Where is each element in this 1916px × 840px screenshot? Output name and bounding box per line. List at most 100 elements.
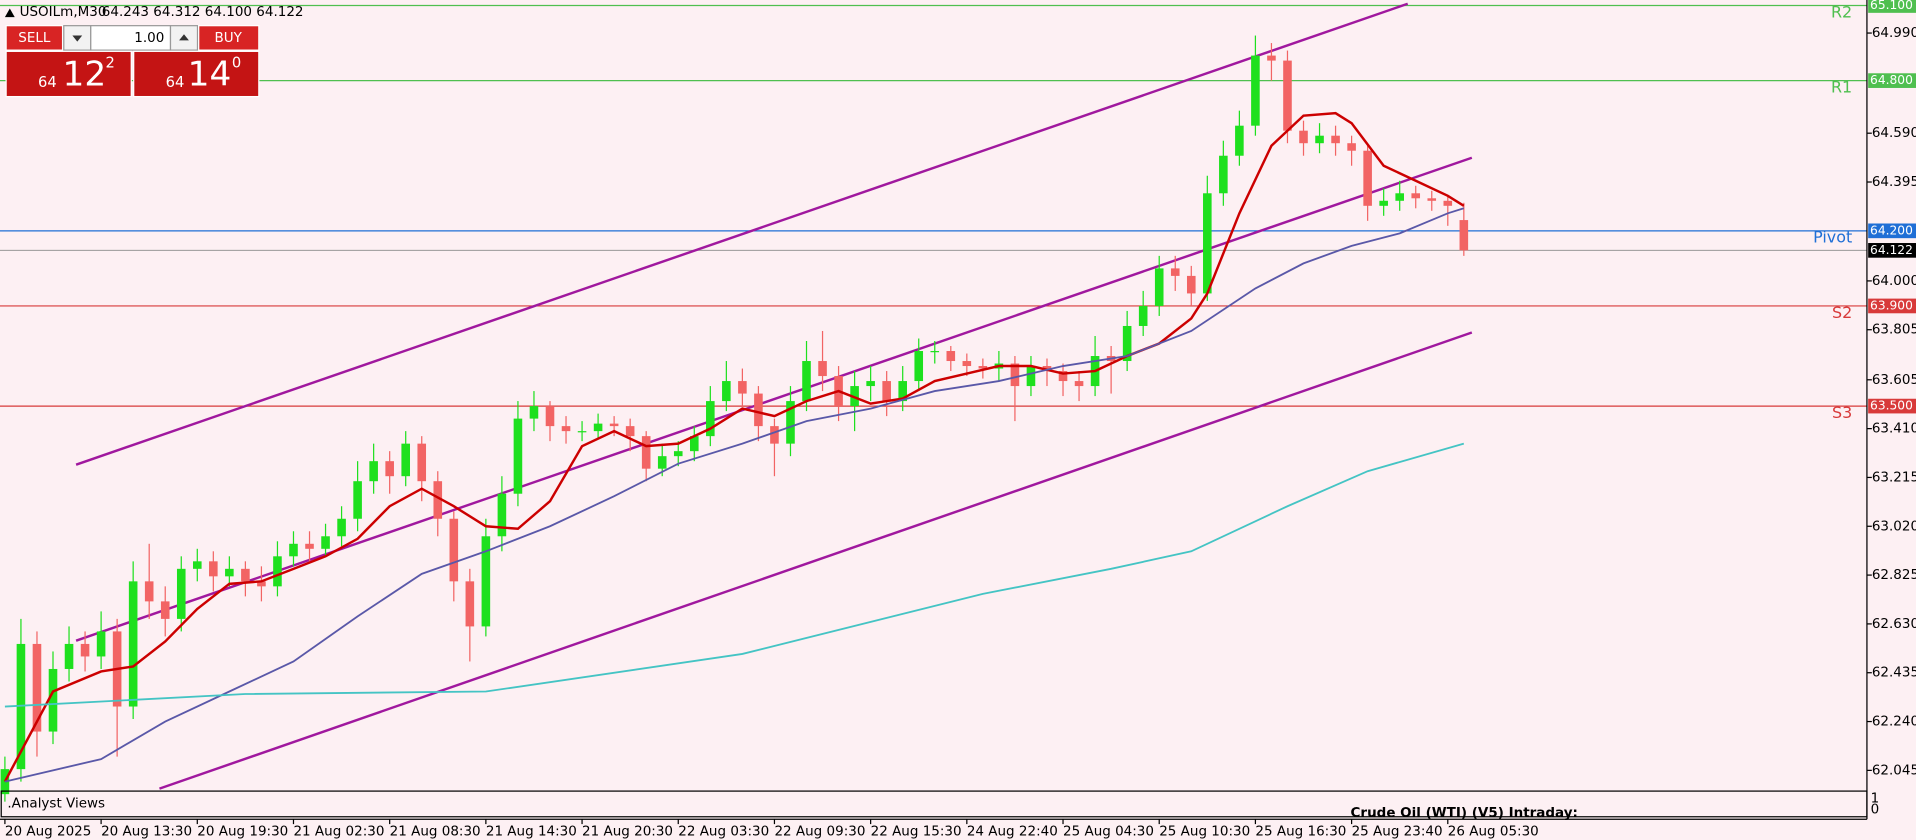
- level-box: [1868, 223, 1916, 239]
- y-tick-label: 62.630: [1872, 616, 1916, 632]
- candle-body: [786, 401, 795, 444]
- candle-body: [978, 366, 988, 369]
- level-name: S3: [1832, 403, 1852, 422]
- candle-body: [225, 568, 234, 577]
- candle-body: [128, 581, 138, 707]
- lot-up[interactable]: [169, 25, 199, 51]
- candle-body: [1267, 55, 1276, 61]
- candle-body: [914, 351, 924, 382]
- candle-body: [722, 381, 731, 402]
- sell-sup: 2: [105, 55, 114, 72]
- candle-body: [144, 581, 154, 602]
- lot-field[interactable]: [90, 25, 172, 51]
- down-arrow: [72, 35, 83, 42]
- level-label: 63.500: [1870, 399, 1913, 413]
- candle-body: [545, 406, 555, 427]
- moving-average: [3, 111, 1465, 783]
- current-price-box: [1868, 243, 1916, 258]
- sell-button[interactable]: [5, 25, 64, 51]
- buy-prefix: 64: [166, 74, 185, 91]
- collapse-icon[interactable]: [4, 8, 15, 18]
- candle-body: [1395, 193, 1404, 201]
- level-name: R2: [1831, 2, 1852, 21]
- candle-body: [0, 769, 10, 795]
- candle-body: [209, 561, 218, 577]
- candle-body: [657, 456, 667, 469]
- level-box: [1868, 298, 1916, 314]
- x-tick-label: 25 Aug 10:30: [1159, 823, 1250, 839]
- candle-body: [802, 361, 811, 402]
- level-name: Pivot: [1813, 228, 1852, 247]
- y-tick-label: 62.045: [1872, 762, 1916, 778]
- x-tick-label: 25 Aug 04:30: [1063, 823, 1154, 839]
- indicator-caption: Crude Oil (WTI) (V5) Intraday:: [1351, 805, 1578, 821]
- level-label: 65.100: [1870, 0, 1913, 12]
- moving-average: [4, 207, 1465, 783]
- candle-body: [449, 518, 459, 582]
- candle-body: [754, 393, 763, 427]
- candle-body: [561, 426, 571, 432]
- x-tick-label: 24 Aug 22:40: [967, 823, 1058, 839]
- candle-body: [1122, 325, 1132, 362]
- lot-down[interactable]: [63, 25, 92, 51]
- candle-body: [273, 556, 282, 587]
- candle-body: [513, 418, 523, 494]
- candle-body: [1186, 275, 1196, 294]
- candle-body: [64, 643, 74, 669]
- buy-big: 14: [188, 54, 232, 94]
- candle-body: [401, 443, 411, 477]
- level-box: [1868, 398, 1916, 414]
- sell-price-box[interactable]: [5, 50, 132, 98]
- candle-body: [160, 601, 170, 619]
- x-tick-label: 22 Aug 15:30: [871, 823, 962, 839]
- candle-body: [898, 381, 907, 402]
- candle-body: [385, 461, 394, 477]
- plot: R2 R1 Pivot S2 S3: [0, 2, 1867, 802]
- x-tick-label: 21 Aug 08:30: [390, 823, 481, 839]
- buy-price-box[interactable]: [133, 50, 260, 98]
- y-tick-label: 64.000: [1872, 273, 1916, 289]
- candle-body: [770, 426, 779, 444]
- candle-body: [1411, 193, 1421, 199]
- candle-body: [48, 668, 58, 732]
- buy-button[interactable]: [198, 25, 260, 51]
- candle-body: [321, 536, 330, 549]
- up-arrow: [179, 34, 189, 41]
- candle-body: [1331, 135, 1340, 144]
- candle-body: [353, 481, 362, 519]
- candle-body: [417, 443, 427, 482]
- x-tick-label: 21 Aug 14:30: [486, 823, 577, 839]
- sell-prefix: 64: [38, 74, 57, 91]
- moving-average: [4, 442, 1465, 708]
- candle-body: [882, 381, 891, 402]
- candle-body: [1443, 200, 1453, 206]
- candle-body: [625, 426, 635, 437]
- candle-body: [1074, 381, 1084, 387]
- y-tick-label: 63.410: [1872, 421, 1916, 437]
- ohlc: 64.243 64.312 64.100 64.122: [102, 4, 304, 20]
- sell-big: 12: [63, 54, 107, 94]
- y-tick-label: 62.240: [1872, 714, 1916, 730]
- candle-body: [32, 643, 42, 732]
- level-label: 64.800: [1870, 73, 1913, 87]
- candle-body: [1235, 125, 1244, 156]
- y-tick-label: 64.990: [1872, 25, 1916, 41]
- candle-body: [192, 561, 202, 569]
- candle-body: [689, 436, 699, 452]
- sell-label: SELL: [18, 30, 51, 46]
- x-tick-label: 20 Aug 13:30: [101, 823, 192, 839]
- candle-body: [1010, 363, 1020, 387]
- candle-body: [1251, 55, 1260, 126]
- candle-body: [738, 381, 747, 394]
- candle-body: [962, 361, 972, 367]
- trendline: [159, 331, 1473, 790]
- candle-body: [529, 406, 539, 419]
- indicator-tick: 1: [1871, 790, 1880, 806]
- level-name: R1: [1831, 77, 1852, 96]
- y-tick-label: 63.215: [1872, 469, 1916, 485]
- candle-body: [1379, 200, 1388, 206]
- y-tick-label: 62.825: [1872, 567, 1916, 583]
- level-box: [1868, 0, 1916, 13]
